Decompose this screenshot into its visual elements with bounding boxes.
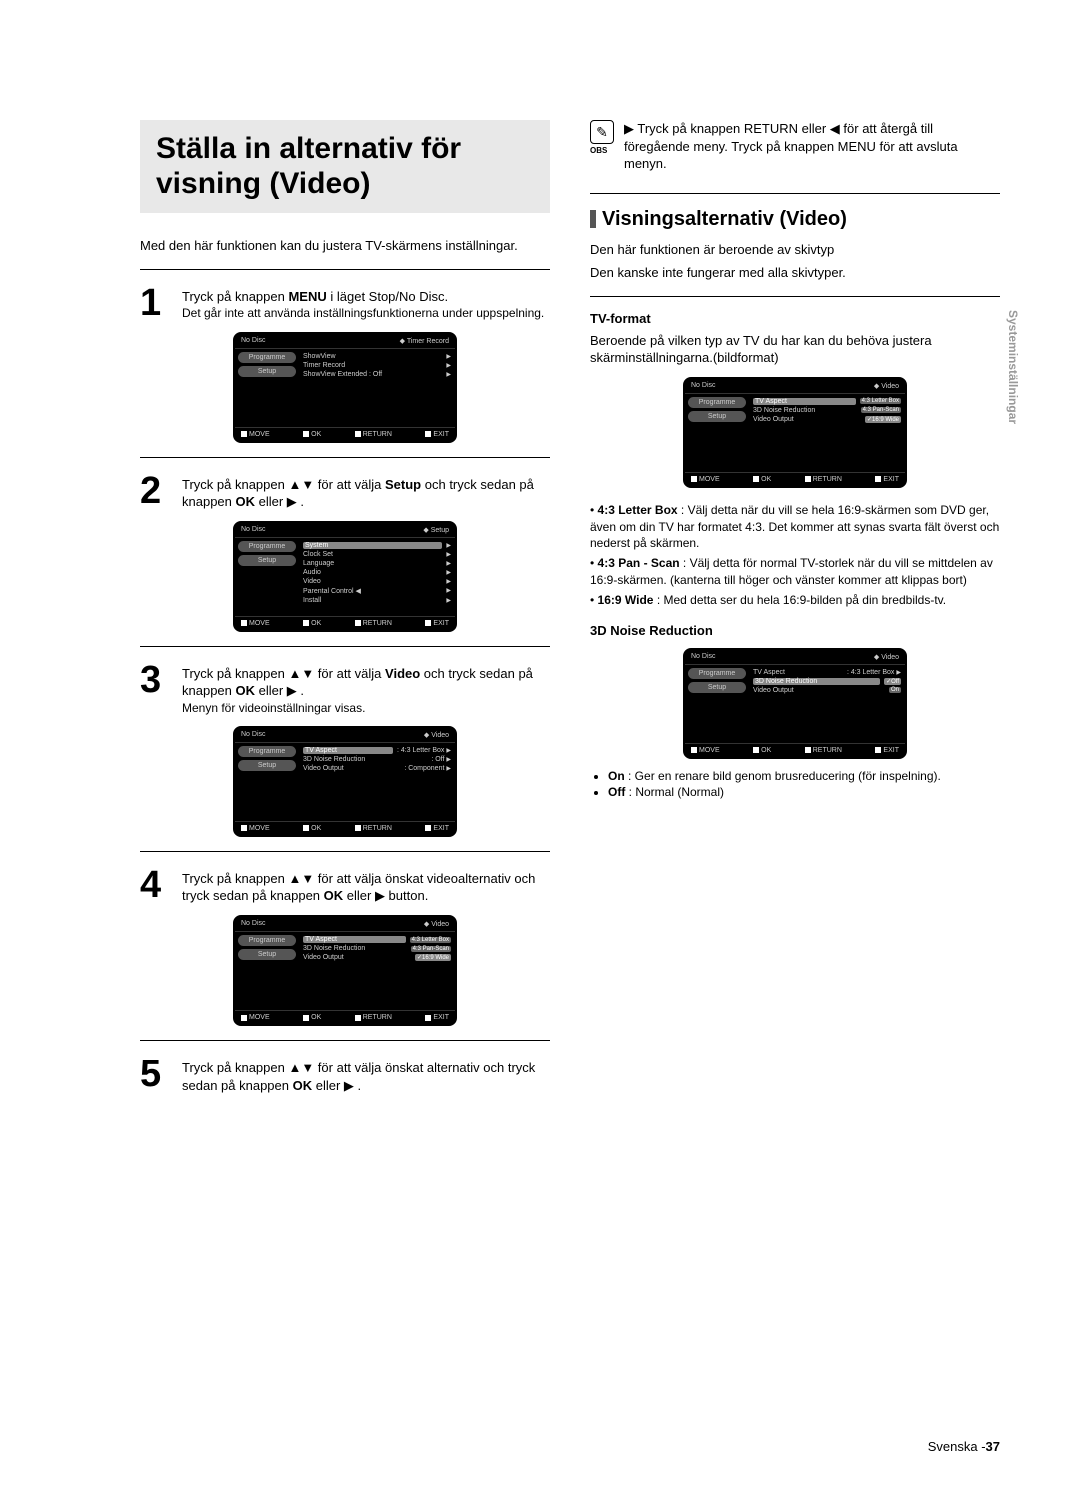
noise-options: On : Ger en renare bild genom brusreduce… — [590, 769, 1000, 799]
step-2: 2 Tryck på knappen ▲▼ för att välja Setu… — [140, 472, 550, 511]
section-title: Visningsalternativ (Video) — [590, 208, 1000, 231]
osd-video-aspect: No Disc◆ Video ProgrammeSetup TV Aspect4… — [233, 915, 457, 1026]
page-number: Svenska -37 — [928, 1439, 1000, 1454]
note-box: ✎ OBS ▶ Tryck på knappen RETURN eller ◀ … — [590, 120, 1000, 173]
side-tab: Systeminställningar — [1006, 310, 1020, 424]
note-icon: ✎ — [590, 120, 614, 144]
osd-noise: No Disc◆ Video ProgrammeSetup TV Aspect:… — [683, 648, 907, 759]
noise-heading: 3D Noise Reduction — [590, 623, 1000, 638]
step-1: 1 Tryck på knappen MENU i läget Stop/No … — [140, 284, 550, 322]
tv-format-heading: TV-format — [590, 311, 1000, 326]
osd-tv-format: No Disc◆ Video ProgrammeSetup TV Aspect4… — [683, 377, 907, 488]
page-title-box: Ställa in alternativ för visning (Video) — [140, 120, 550, 213]
page-title: Ställa in alternativ för visning (Video) — [156, 132, 534, 201]
step-4: 4 Tryck på knappen ▲▼ för att välja önsk… — [140, 866, 550, 905]
osd-video: No Disc◆ Video ProgrammeSetup TV Aspect:… — [233, 726, 457, 837]
step-5: 5 Tryck på knappen ▲▼ för att välja önsk… — [140, 1055, 550, 1094]
aspect-list: • 4:3 Letter Box : Välj detta när du vil… — [590, 502, 1000, 609]
osd-timer-record: No Disc◆ Timer Record ProgrammeSetup Sho… — [233, 332, 457, 443]
intro-text: Med den här funktionen kan du justera TV… — [140, 237, 550, 255]
note-text: Tryck på knappen RETURN eller ◀ för att … — [624, 121, 958, 171]
osd-setup: No Disc◆ Setup ProgrammeSetup System▶ Cl… — [233, 521, 457, 632]
step-3: 3 Tryck på knappen ▲▼ för att välja Vide… — [140, 661, 550, 716]
